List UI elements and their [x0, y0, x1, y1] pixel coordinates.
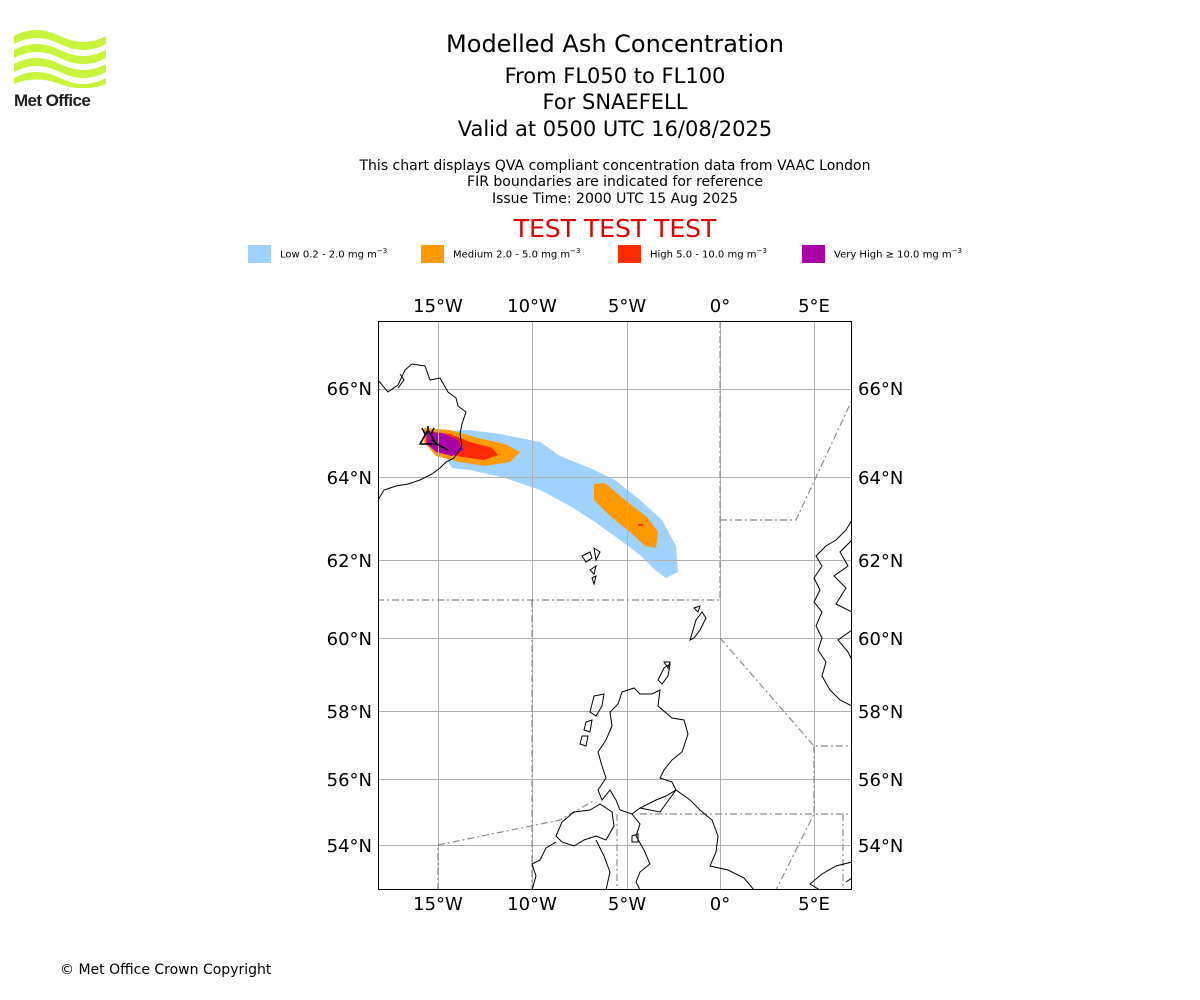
legend-exp-very-high: −3 — [951, 247, 962, 256]
lat-label-right: 58°N — [858, 702, 903, 723]
coastline-hebrides — [579, 693, 605, 747]
coastline-iceland — [378, 363, 467, 501]
ash-very-high-area — [426, 432, 464, 456]
subtitle-fir: FIR boundaries are indicated for referen… — [467, 174, 763, 190]
lat-label-right: 62°N — [858, 551, 903, 572]
lat-label-right: 54°N — [858, 836, 903, 857]
lon-label-bottom: 5°E — [798, 894, 830, 915]
lon-label-top: 15°W — [413, 296, 463, 317]
legend-item-medium: Medium 2.0 - 5.0 mg m−3 — [421, 245, 580, 263]
lon-label-top: 5°W — [608, 296, 646, 317]
lon-label-bottom: 5°W — [608, 894, 646, 915]
met-office-wave-icon — [14, 30, 106, 89]
subtitle-qva: This chart displays QVA compliant concen… — [359, 158, 871, 174]
coastline-ireland-south — [595, 839, 611, 890]
map-frame — [378, 321, 852, 890]
lat-label-left: 58°N — [327, 702, 372, 723]
logo-text: Met Office — [14, 91, 91, 110]
coastline-denmark — [809, 861, 852, 890]
coastline-isle-of-man — [631, 833, 639, 843]
lat-label-left: 66°N — [327, 379, 372, 400]
lat-label-right: 60°N — [858, 629, 903, 650]
legend-exp-high: −3 — [756, 247, 767, 256]
coastline-norway-inner — [833, 539, 852, 661]
lon-label-bottom: 10°W — [507, 894, 557, 915]
legend-swatch-low — [248, 245, 271, 263]
lon-label-top: 5°E — [798, 296, 830, 317]
legend-exp-medium: −3 — [570, 247, 581, 256]
copyright: © Met Office Crown Copyright — [60, 962, 272, 978]
coastline-faroe — [581, 546, 601, 586]
legend-label-medium: Medium 2.0 - 5.0 mg m — [453, 249, 571, 261]
lat-labels-right: 66°N 64°N 62°N 60°N 58°N 56°N 54°N — [858, 379, 903, 857]
lat-label-left: 54°N — [327, 836, 372, 857]
lon-labels-top: 15°W 10°W 5°W 0° 5°E — [413, 296, 830, 317]
lat-label-right: 64°N — [858, 468, 903, 489]
lat-labels-left: 66°N 64°N 62°N 60°N 58°N 56°N 54°N — [327, 379, 372, 857]
legend-item-high: High 5.0 - 10.0 mg m−3 — [618, 245, 767, 263]
gridlines — [378, 321, 852, 890]
coastline-scotland — [597, 687, 689, 815]
chart-title: Modelled Ash Concentration — [446, 30, 784, 58]
legend-item-low: Low 0.2 - 2.0 mg m−3 — [248, 245, 387, 263]
legend-exp-low: −3 — [376, 247, 388, 256]
flight-levels: From FL050 to FL100 — [504, 64, 726, 88]
coastlines — [378, 363, 852, 890]
coastline-ireland — [531, 803, 615, 890]
coastline-iceland-north — [397, 373, 405, 389]
ash-high-spot — [638, 524, 643, 526]
legend-label-low: Low 0.2 - 2.0 mg m — [280, 249, 377, 261]
legend-item-very-high: Very High ≥ 10.0 mg m−3 — [802, 245, 962, 263]
volcano-name: For SNAEFELL — [542, 90, 688, 114]
lon-label-bottom: 0° — [710, 894, 730, 915]
met-office-logo: Met Office — [14, 30, 114, 110]
legend-swatch-high — [618, 245, 641, 263]
legend-label-very-high: Very High ≥ 10.0 mg m — [834, 249, 952, 261]
legend-label-high: High 5.0 - 10.0 mg m — [650, 249, 757, 261]
test-banner: TEST TEST TEST — [513, 214, 717, 243]
legend-swatch-very-high — [802, 245, 825, 263]
lat-label-left: 64°N — [327, 468, 372, 489]
volcano-marker-icon — [418, 426, 449, 451]
lon-label-top: 0° — [710, 296, 730, 317]
ash-medium-area-south — [594, 483, 658, 548]
coastline-orkney — [657, 661, 671, 685]
issue-time: Issue Time: 2000 UTC 15 Aug 2025 — [491, 191, 739, 207]
coastline-shetland — [689, 605, 707, 641]
lat-label-right: 56°N — [858, 770, 903, 791]
valid-time: Valid at 0500 UTC 16/08/2025 — [457, 117, 773, 141]
lon-label-top: 10°W — [507, 296, 557, 317]
lon-label-bottom: 15°W — [413, 894, 463, 915]
fir-boundaries — [378, 321, 852, 890]
legend-swatch-medium — [421, 245, 444, 263]
lon-labels-bottom: 15°W 10°W 5°W 0° 5°E — [413, 894, 830, 915]
lat-label-left: 60°N — [327, 629, 372, 650]
coastline-england — [639, 789, 755, 890]
lat-label-left: 56°N — [327, 770, 372, 791]
coastline-norway — [813, 519, 852, 707]
lat-label-right: 66°N — [858, 379, 903, 400]
coastline-england-west — [631, 813, 651, 890]
ash-low-area — [430, 430, 678, 578]
lat-label-left: 62°N — [327, 551, 372, 572]
